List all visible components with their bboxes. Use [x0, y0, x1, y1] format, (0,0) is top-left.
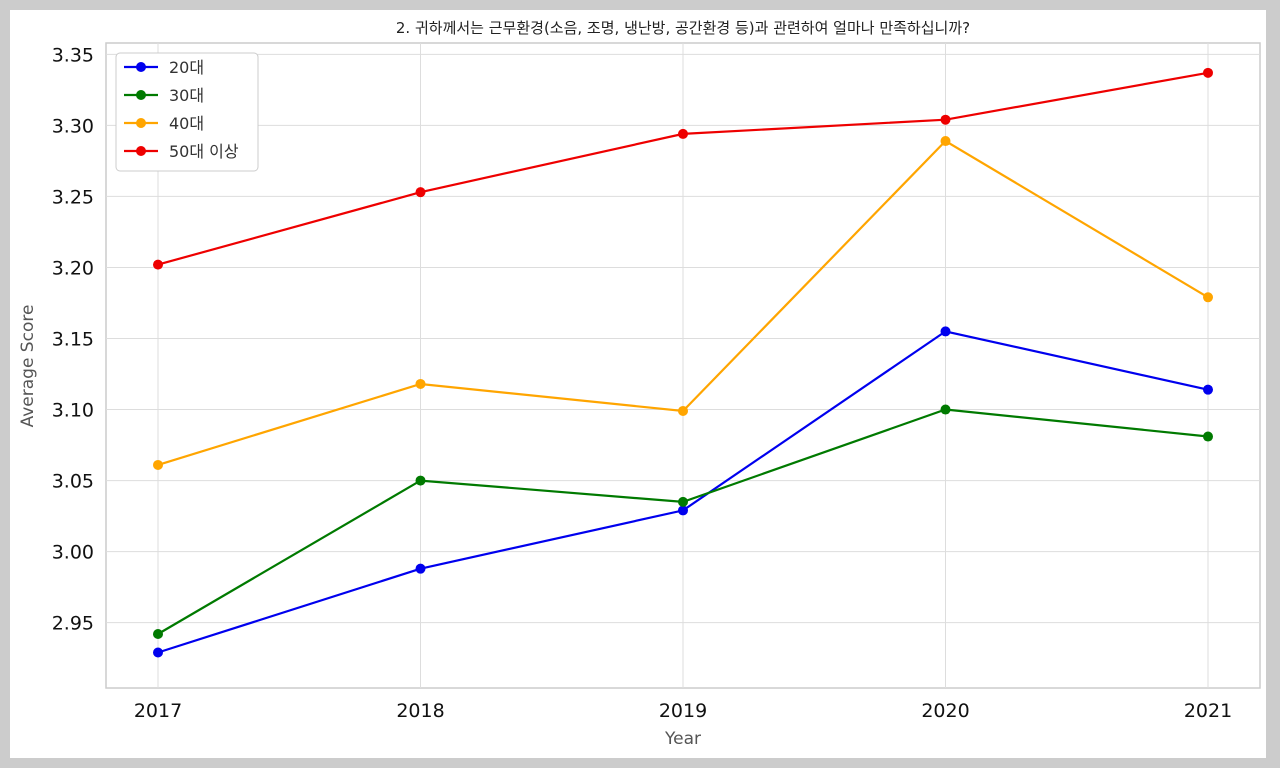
y-tick-label: 3.35	[52, 44, 94, 66]
data-point	[415, 187, 426, 198]
y-tick-label: 3.30	[52, 115, 94, 137]
y-tick-label: 3.00	[52, 542, 94, 564]
legend: 20대 30대 40대 50대 이상	[115, 52, 259, 172]
x-tick-label: 2017	[134, 700, 182, 722]
legend-label: 20대	[169, 58, 204, 77]
y-tick-label: 3.20	[52, 257, 94, 279]
legend-marker	[136, 62, 146, 72]
data-point	[678, 496, 688, 507]
data-point	[1203, 384, 1213, 395]
legend-label: 40대	[169, 114, 204, 133]
series-layer	[153, 67, 1213, 658]
y-tick-label: 3.05	[52, 471, 94, 493]
chart-frame: 2.95 3.00 3.05 3.10 3.15 3.20 3.25 3.30 3.35 201…	[10, 10, 1266, 758]
y-axis-label: Average Score	[18, 305, 38, 428]
y-tick-label: 3.15	[52, 329, 94, 351]
legend-marker	[136, 146, 146, 156]
legend-box	[115, 52, 259, 172]
data-point	[940, 326, 951, 337]
x-tick-label: 2020	[921, 700, 969, 722]
x-tick-labels: 2017 2018 2019 2020 2021	[134, 700, 1232, 722]
y-tick-label: 2.95	[52, 613, 94, 635]
y-tick-label: 3.10	[52, 400, 94, 422]
data-point	[678, 405, 688, 416]
chart-title: 2. 귀하께서는 근무환경(소음, 조명, 냉난방, 공간환경 등)과 관련하여…	[396, 19, 970, 37]
legend-label: 50대 이상	[169, 142, 239, 161]
x-tick-label: 2019	[659, 700, 707, 722]
x-tick-label: 2021	[1184, 700, 1232, 722]
data-point	[153, 629, 163, 640]
data-point	[415, 378, 426, 389]
data-point	[940, 136, 951, 147]
data-point	[415, 563, 426, 574]
legend-label: 30대	[169, 86, 204, 105]
data-point	[153, 459, 163, 470]
y-tick-labels: 2.95 3.00 3.05 3.10 3.15 3.20 3.25 3.30 3.35	[52, 44, 94, 634]
legend-marker	[136, 118, 146, 128]
y-tick-label: 3.25	[52, 186, 94, 208]
data-point	[153, 259, 163, 270]
line-chart: 2.95 3.00 3.05 3.10 3.15 3.20 3.25 3.30 3.35 201…	[18, 19, 1261, 749]
data-point	[678, 128, 688, 139]
data-point	[1203, 431, 1213, 442]
data-point	[153, 647, 163, 658]
x-tick-label: 2018	[396, 700, 444, 722]
data-point	[415, 475, 426, 486]
data-point	[678, 505, 688, 516]
data-point	[940, 404, 951, 415]
legend-marker	[136, 90, 146, 100]
data-point	[940, 114, 951, 125]
x-axis-label: Year	[664, 729, 701, 749]
data-point	[1203, 292, 1213, 303]
data-point	[1203, 67, 1213, 78]
